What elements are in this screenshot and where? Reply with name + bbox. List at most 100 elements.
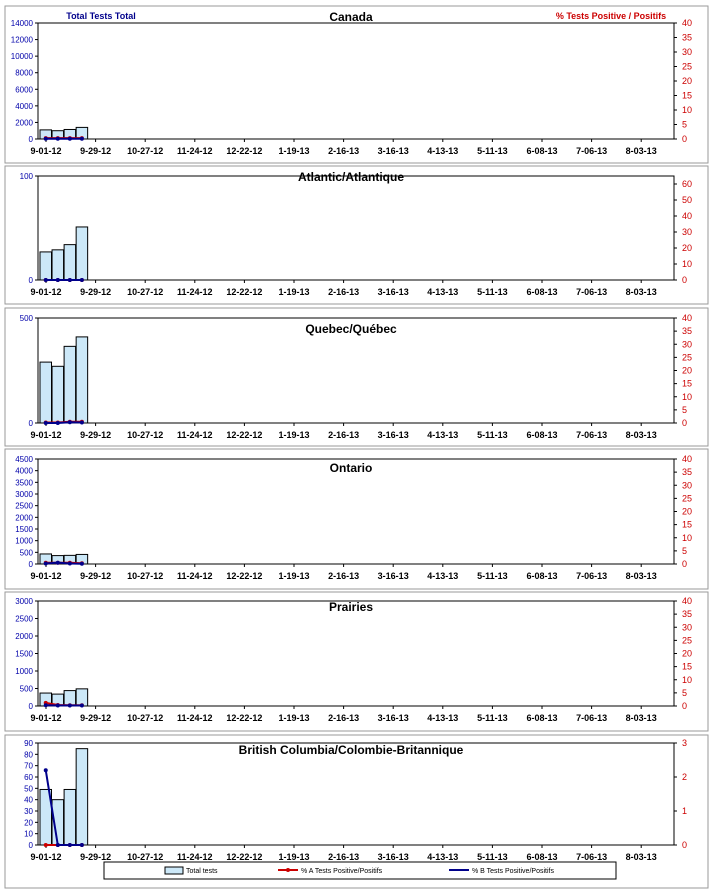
plot-area	[37, 742, 675, 846]
plot-area	[37, 600, 675, 707]
bar-total-tests	[51, 365, 65, 424]
y-left-tick-label: 70	[24, 762, 33, 771]
y-right-tick-label: 0	[682, 840, 687, 850]
x-tick-label: 6-08-13	[526, 571, 557, 581]
y-right-tick-label: 10	[682, 533, 692, 543]
x-tick-label: 11-24-12	[177, 287, 213, 297]
y-left-tick-label: 2000	[15, 118, 33, 127]
plot-area	[37, 317, 675, 424]
y-right-tick-label: 30	[682, 622, 692, 632]
legend-label: % B Tests Positive/Positifs	[472, 868, 554, 875]
point-flu-b	[79, 703, 84, 708]
legend: Total tests % A Tests Positive/Positifs % …	[103, 861, 617, 880]
x-tick-label: 8-03-13	[626, 852, 657, 862]
x-tick-label: 9-29-12	[80, 146, 111, 156]
x-tick-label: 4-13-13	[427, 287, 458, 297]
point-flu-b	[67, 420, 72, 425]
x-tick-label: 2-16-13	[328, 713, 359, 723]
x-tick-label: 9-01-12	[30, 852, 61, 862]
y-left-tick-label: 2500	[15, 615, 33, 624]
x-tick-label: 3-16-13	[378, 713, 409, 723]
y-left-tick-label: 4500	[15, 455, 33, 464]
x-tick-label: 7-06-13	[576, 571, 607, 581]
point-flu-b	[55, 843, 60, 847]
right-axis-title: % Tests Positive / Positifs	[556, 11, 666, 21]
line-flu-b	[45, 421, 82, 424]
x-tick-label: 5-11-13	[477, 571, 508, 581]
point-flu-b	[55, 278, 60, 282]
point-flu-b	[55, 560, 60, 565]
y-right-tick-label: 20	[682, 366, 692, 376]
bar-total-tests	[51, 249, 65, 281]
x-tick-label: 1-19-13	[278, 146, 309, 156]
point-flu-b	[43, 561, 48, 566]
x-tick-label: 11-24-12	[177, 146, 213, 156]
y-left-tick-label: 3500	[15, 478, 33, 487]
y-right-tick-label: 60	[682, 179, 692, 189]
point-flu-b	[67, 278, 72, 282]
point-flu-b	[43, 703, 48, 708]
x-tick-label: 12-22-12	[226, 713, 262, 723]
x-tick-label: 6-08-13	[526, 287, 557, 297]
y-right-tick-label: 40	[682, 313, 692, 323]
panel-1: Atlantic/Atlantique 0 100 0 10 20 30 40 50 60 9-01…	[4, 165, 709, 305]
bar-total-tests	[75, 226, 89, 281]
line-flu-b	[45, 561, 82, 565]
x-tick-label: 4-13-13	[427, 852, 458, 862]
y-right-tick-label: 0	[682, 701, 687, 711]
y-right-tick-label: 35	[682, 33, 692, 43]
line-flu-b	[44, 770, 82, 846]
y-left-tick-label: 50	[24, 784, 33, 793]
y-left-tick-label: 12000	[11, 36, 34, 45]
x-tick-label: 8-03-13	[626, 713, 657, 723]
x-tick-label: 7-06-13	[576, 287, 607, 297]
y-right-tick-label: 25	[682, 352, 692, 362]
point-flu-b	[79, 136, 84, 141]
y-left-tick-label: 6000	[15, 85, 33, 94]
y-right-tick-label: 20	[682, 243, 692, 253]
bar-total-tests	[39, 251, 52, 281]
point-flu-b	[55, 136, 60, 141]
y-left-tick-label: 0	[29, 419, 34, 428]
y-left-tick-label: 30	[24, 807, 33, 816]
y-left-tick-label: 1500	[15, 650, 33, 659]
y-right-tick-label: 20	[682, 507, 692, 517]
panel-2: Quebec/Québec 0 500 0 5 10 15 20 25 30 35 40 9-01-12…	[4, 307, 709, 447]
bar-total-tests	[75, 336, 89, 424]
x-tick-label: 2-16-13	[328, 430, 359, 440]
x-tick-label: 9-29-12	[80, 713, 111, 723]
bar-total-tests	[63, 345, 77, 424]
point-flu-b	[43, 421, 48, 425]
x-tick-label: 9-01-12	[30, 571, 61, 581]
point-flu-b	[67, 843, 72, 847]
y-right-tick-label: 15	[682, 91, 692, 101]
x-tick-label: 2-16-13	[328, 287, 359, 297]
y-right-tick-label: 15	[682, 662, 692, 672]
y-right-tick-label: 30	[682, 339, 692, 349]
x-tick-label: 10-27-12	[127, 713, 163, 723]
y-right-tick-label: 10	[682, 105, 692, 115]
x-tick-label: 6-08-13	[526, 713, 557, 723]
panel-0: Canada 0 2000 4000 6000 8000 10000 12000 14000 0 5…	[4, 5, 709, 164]
x-tick-label: 8-03-13	[626, 571, 657, 581]
y-right-tick-label: 15	[682, 520, 692, 530]
x-tick-label: 10-27-12	[127, 287, 163, 297]
x-tick-label: 7-06-13	[576, 713, 607, 723]
bar-total-tests	[39, 361, 52, 424]
point-flu-b	[55, 703, 60, 708]
point-flu-b	[67, 561, 72, 566]
plot-area	[37, 175, 675, 281]
y-left-tick-label: 10000	[11, 52, 34, 61]
y-right-tick-label: 40	[682, 211, 692, 221]
x-tick-label: 12-22-12	[226, 146, 262, 156]
panel-3: Ontario 0 500 1000 1500 2000 2500 3000 3500 4000 4…	[4, 448, 709, 590]
y-right-tick-label: 25	[682, 635, 692, 645]
y-left-tick-label: 2500	[15, 502, 33, 511]
x-tick-label: 5-11-13	[477, 852, 508, 862]
plot-area	[37, 22, 675, 140]
bar-total-tests	[63, 244, 77, 281]
y-right-tick-label: 25	[682, 493, 692, 503]
y-left-tick-label: 4000	[15, 102, 33, 111]
y-right-tick-label: 0	[682, 275, 687, 285]
